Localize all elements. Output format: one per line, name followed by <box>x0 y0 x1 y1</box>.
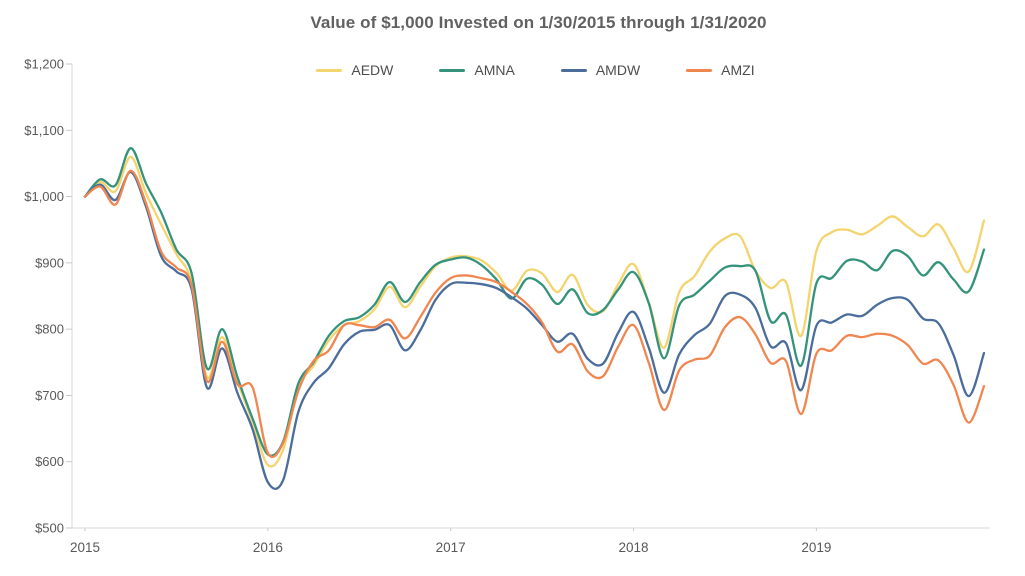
legend-swatch-amna <box>439 68 466 72</box>
y-tick-label: $800 <box>35 322 64 337</box>
legend-swatch-aedw <box>316 68 343 72</box>
y-tick-label: $700 <box>35 388 64 403</box>
legend-label-amdw: AMDW <box>595 62 641 78</box>
legend-item-amdw[interactable]: AMDW <box>560 62 641 78</box>
y-tick-label: $500 <box>35 521 64 536</box>
series-line-aedw <box>83 155 986 468</box>
x-tick-label: 2015 <box>70 540 100 555</box>
legend-item-amna[interactable]: AMNA <box>439 62 515 78</box>
series-line-amdw <box>83 170 986 490</box>
x-tick-label: 2016 <box>253 540 283 555</box>
legend-item-amzi[interactable]: AMZI <box>686 62 755 78</box>
legend-label-amna: AMNA <box>474 62 515 78</box>
y-tick-label: $600 <box>35 454 64 469</box>
axis-tick-labels: $1,200 $1,100 $1,000 $900 $800 $700 $600 $500 20… <box>24 57 831 556</box>
legend-label-amzi: AMZI <box>721 62 755 78</box>
y-tick-label: $1,100 <box>24 123 64 138</box>
legend-item-aedw[interactable]: AEDW <box>316 62 393 78</box>
y-tick-label: $1,200 <box>24 57 64 72</box>
series-line-amzi <box>83 169 986 459</box>
legend-label-aedw: AEDW <box>351 62 394 78</box>
x-tick-label: 2017 <box>436 540 466 555</box>
legend-swatch-amzi <box>686 68 713 72</box>
chart-title: Value of $1,000 Invested on 1/30/2015 th… <box>310 13 767 32</box>
series-lines <box>83 147 986 490</box>
legend-swatch-amdw <box>560 68 587 72</box>
x-tick-label: 2019 <box>801 540 831 555</box>
legend: AEDW AMNA AMDW AMZI <box>0 62 1025 78</box>
y-tick-label: $1,000 <box>24 189 64 204</box>
axis-ticks <box>66 63 817 531</box>
y-tick-label: $900 <box>35 255 64 270</box>
x-tick-label: 2018 <box>619 540 649 555</box>
series-line-amna <box>83 147 986 457</box>
axes <box>71 64 990 529</box>
